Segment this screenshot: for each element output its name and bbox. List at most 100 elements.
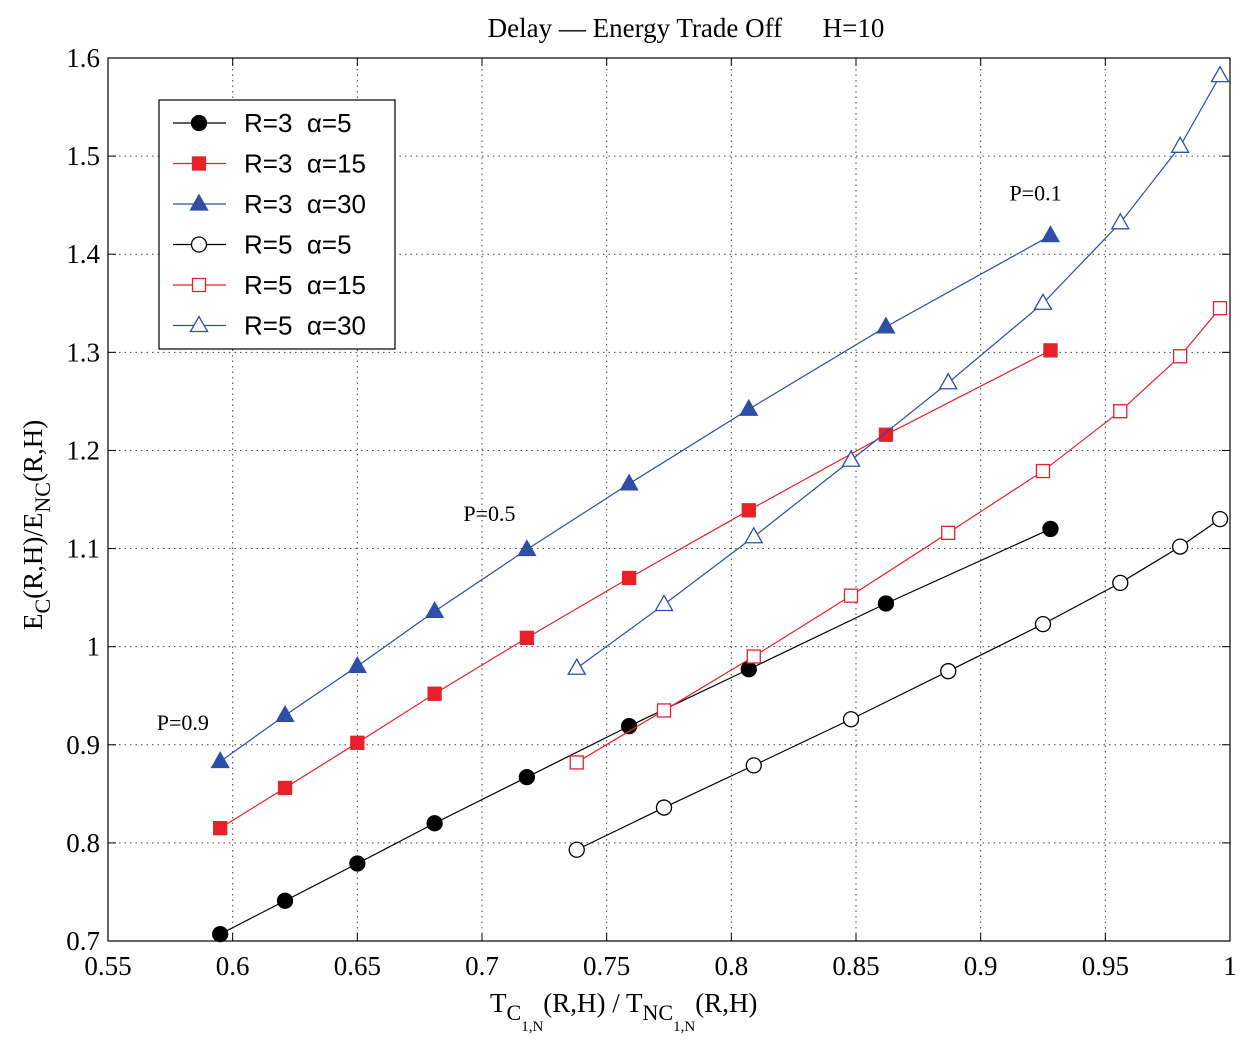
data-point	[517, 539, 537, 557]
data-point	[210, 751, 230, 769]
x-tick-label: 0.6	[216, 951, 250, 981]
data-point	[745, 757, 762, 774]
annotation-label: P=0.9	[157, 710, 209, 735]
series-line	[219, 528, 1051, 935]
legend-label: R=3 α=5	[244, 108, 352, 138]
y-tick-label: 1.5	[66, 141, 100, 171]
series-3	[568, 510, 1229, 858]
legend-item: R=5 α=5	[173, 230, 352, 260]
legend-swatch-marker	[190, 114, 208, 132]
legend-swatch-marker	[190, 236, 208, 253]
data-point	[518, 769, 536, 786]
y-tick-label: 0.8	[66, 828, 100, 858]
plot-frame	[107, 57, 1231, 942]
data-point	[877, 595, 895, 612]
series-2	[210, 225, 1061, 769]
legend: R=3 α=5 R=3 α=15 R=3 α=30 R=5 α=5 R=5 α=15 R=…	[158, 99, 396, 350]
y-tick-label: 1.4	[66, 239, 100, 269]
series-line	[219, 349, 1051, 829]
legend-swatch-marker	[191, 277, 207, 293]
data-point	[876, 316, 896, 334]
series-5	[567, 65, 1230, 675]
series-line	[576, 518, 1221, 851]
data-point	[746, 649, 761, 664]
data-point	[741, 503, 756, 518]
data-point	[842, 711, 860, 728]
data-point	[1110, 212, 1130, 230]
annotations: P=0.9 P=0.5 P=0.1	[157, 180, 1062, 735]
series-1	[213, 343, 1058, 836]
series-4	[569, 301, 1228, 770]
series-layer	[210, 65, 1230, 943]
data-point	[213, 821, 228, 836]
legend-swatch-marker	[189, 315, 209, 333]
data-point	[276, 892, 294, 909]
data-point	[1172, 349, 1188, 364]
x-tick-label: 0.65	[334, 951, 381, 981]
legend-item: R=5 α=30	[173, 311, 366, 341]
data-point	[1212, 301, 1228, 316]
y-tick-label: 1	[87, 632, 101, 662]
data-point	[426, 815, 443, 832]
data-point	[938, 372, 958, 390]
data-point	[740, 661, 757, 678]
data-point	[350, 735, 365, 750]
data-point	[347, 655, 367, 673]
legend-label: R=3 α=15	[244, 149, 366, 179]
data-point	[1211, 510, 1229, 528]
x-tick-label: 0.85	[832, 951, 879, 981]
data-point	[1040, 225, 1061, 243]
data-point	[656, 703, 672, 718]
series-line	[576, 307, 1221, 763]
legend-label: R=3 α=30	[244, 189, 366, 219]
legend-label: R=5 α=5	[244, 230, 352, 260]
data-point	[1210, 65, 1230, 83]
data-point	[427, 686, 442, 701]
annotation-label: P=0.1	[1009, 180, 1061, 205]
data-point	[744, 526, 764, 544]
x-tick-label: 0.95	[1082, 951, 1129, 981]
x-tick-label: 0.8	[714, 951, 748, 981]
data-point	[277, 780, 293, 796]
y-tick-label: 1.3	[66, 337, 100, 367]
data-point	[569, 755, 584, 770]
legend-item: R=3 α=15	[173, 149, 366, 179]
data-point	[843, 588, 859, 603]
data-point	[568, 841, 585, 858]
data-point	[275, 705, 295, 722]
data-point	[940, 663, 957, 680]
data-point	[212, 925, 229, 943]
x-axis-label: TC1,N(R,H) / TNC1,N(R,H)	[490, 988, 757, 1035]
legend-swatch-marker	[189, 193, 209, 211]
data-point	[619, 473, 639, 491]
legend-swatch-marker	[191, 156, 207, 171]
y-tick-label: 0.9	[66, 730, 100, 760]
data-point	[739, 398, 759, 416]
data-point	[1035, 463, 1051, 479]
data-point	[841, 449, 861, 467]
data-point	[1171, 538, 1189, 555]
legend-item: R=5 α=15	[173, 270, 366, 300]
legend-box	[158, 99, 396, 350]
legend-item: R=3 α=5	[173, 108, 352, 138]
y-tick-label: 1.1	[66, 534, 100, 564]
data-point	[519, 630, 535, 645]
chart-title: Delay — Energy Trade Off H=10	[488, 13, 885, 43]
data-point	[1034, 615, 1052, 633]
data-point	[941, 525, 956, 541]
data-point	[655, 799, 673, 816]
y-axis-label: EC(R,H)/ENC(R,H)	[18, 420, 55, 630]
data-point	[621, 570, 637, 586]
y-tick-label: 1.2	[66, 435, 100, 465]
series-0	[212, 520, 1059, 943]
x-tick-label: 0.55	[84, 951, 131, 981]
data-point	[878, 427, 894, 442]
y-tick-label: 0.7	[66, 926, 100, 956]
x-tick-label: 0.7	[465, 951, 499, 981]
legend-label: R=5 α=15	[244, 270, 366, 300]
x-tick-label: 1	[1223, 951, 1237, 981]
x-tick-label: 0.75	[583, 951, 630, 981]
annotation-label: P=0.5	[463, 501, 515, 526]
y-tick-label: 1.6	[66, 43, 100, 73]
